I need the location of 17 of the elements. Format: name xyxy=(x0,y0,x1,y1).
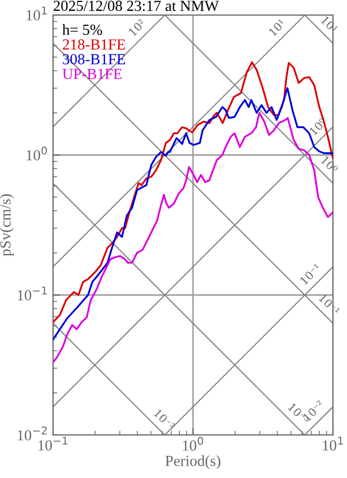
annotation: 10⁻³ xyxy=(154,408,176,431)
annotation: 10⁰ xyxy=(309,118,327,136)
text: 308-B1FE xyxy=(62,54,126,64)
x-tick-label: 10$^{1}$ xyxy=(322,436,343,451)
y-tick-label: 10$^{0}$ xyxy=(26,146,47,160)
text: 218-B1FE xyxy=(62,39,126,50)
x-axis-title: Period(s) xyxy=(165,455,220,470)
x-tick-label: 10$^{0}$ xyxy=(182,436,204,451)
y-axis-title: pSv(cm/s) xyxy=(0,194,14,256)
chart-title: 2025/12/08 23:17 at NMW xyxy=(54,0,219,12)
legend-title: h= 5% xyxy=(62,24,102,35)
annotation: 10⁻¹ xyxy=(318,294,340,316)
annotation: 10¹ xyxy=(268,18,286,36)
annotation: 10² xyxy=(128,18,146,36)
text: UP-B1FE xyxy=(62,68,122,80)
y-tick-label: 10$^{−1}$ xyxy=(18,286,47,300)
y-tick-label: 10$^{1}$ xyxy=(26,6,47,20)
